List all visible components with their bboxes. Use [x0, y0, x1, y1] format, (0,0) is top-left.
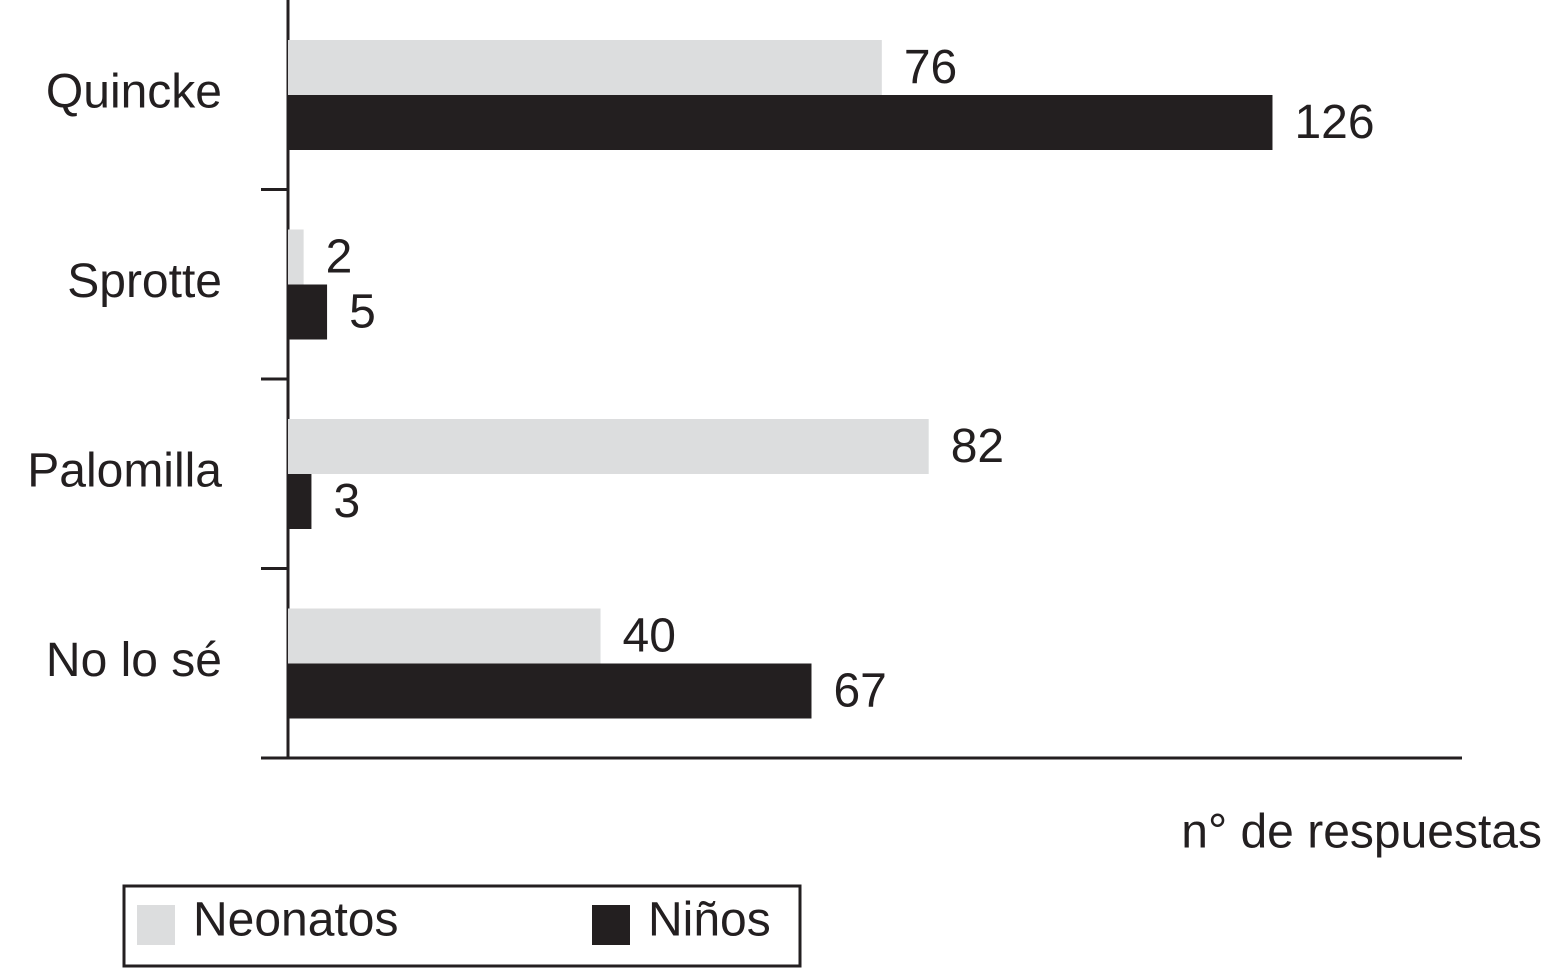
bar — [288, 284, 328, 340]
y-tick-label: No lo sé — [46, 634, 222, 687]
legend-label: Niños — [648, 894, 771, 947]
bar — [288, 419, 929, 474]
data-label: 67 — [833, 665, 886, 718]
y-tick-label: Palomilla — [27, 445, 222, 498]
legend-box — [122, 884, 802, 968]
legend-label: Neonatos — [193, 894, 398, 947]
x-axis-title: n° de respuestas — [1181, 806, 1542, 859]
data-label: 82 — [951, 420, 1004, 473]
legend-swatch — [137, 905, 175, 945]
data-label: 40 — [623, 610, 676, 663]
data-label: 3 — [333, 475, 360, 528]
data-label: 76 — [904, 41, 957, 94]
data-label: 5 — [349, 286, 376, 339]
bar — [288, 229, 304, 285]
data-label: 126 — [1294, 96, 1374, 149]
bar — [288, 474, 312, 529]
legend-swatch — [592, 905, 630, 945]
bar — [288, 608, 601, 664]
y-tick-label: Sprotte — [67, 255, 222, 308]
bar — [288, 95, 1273, 150]
y-tick-label: Quincke — [46, 66, 222, 119]
bar — [288, 40, 882, 95]
bar — [288, 663, 812, 719]
data-label: 2 — [326, 231, 353, 284]
